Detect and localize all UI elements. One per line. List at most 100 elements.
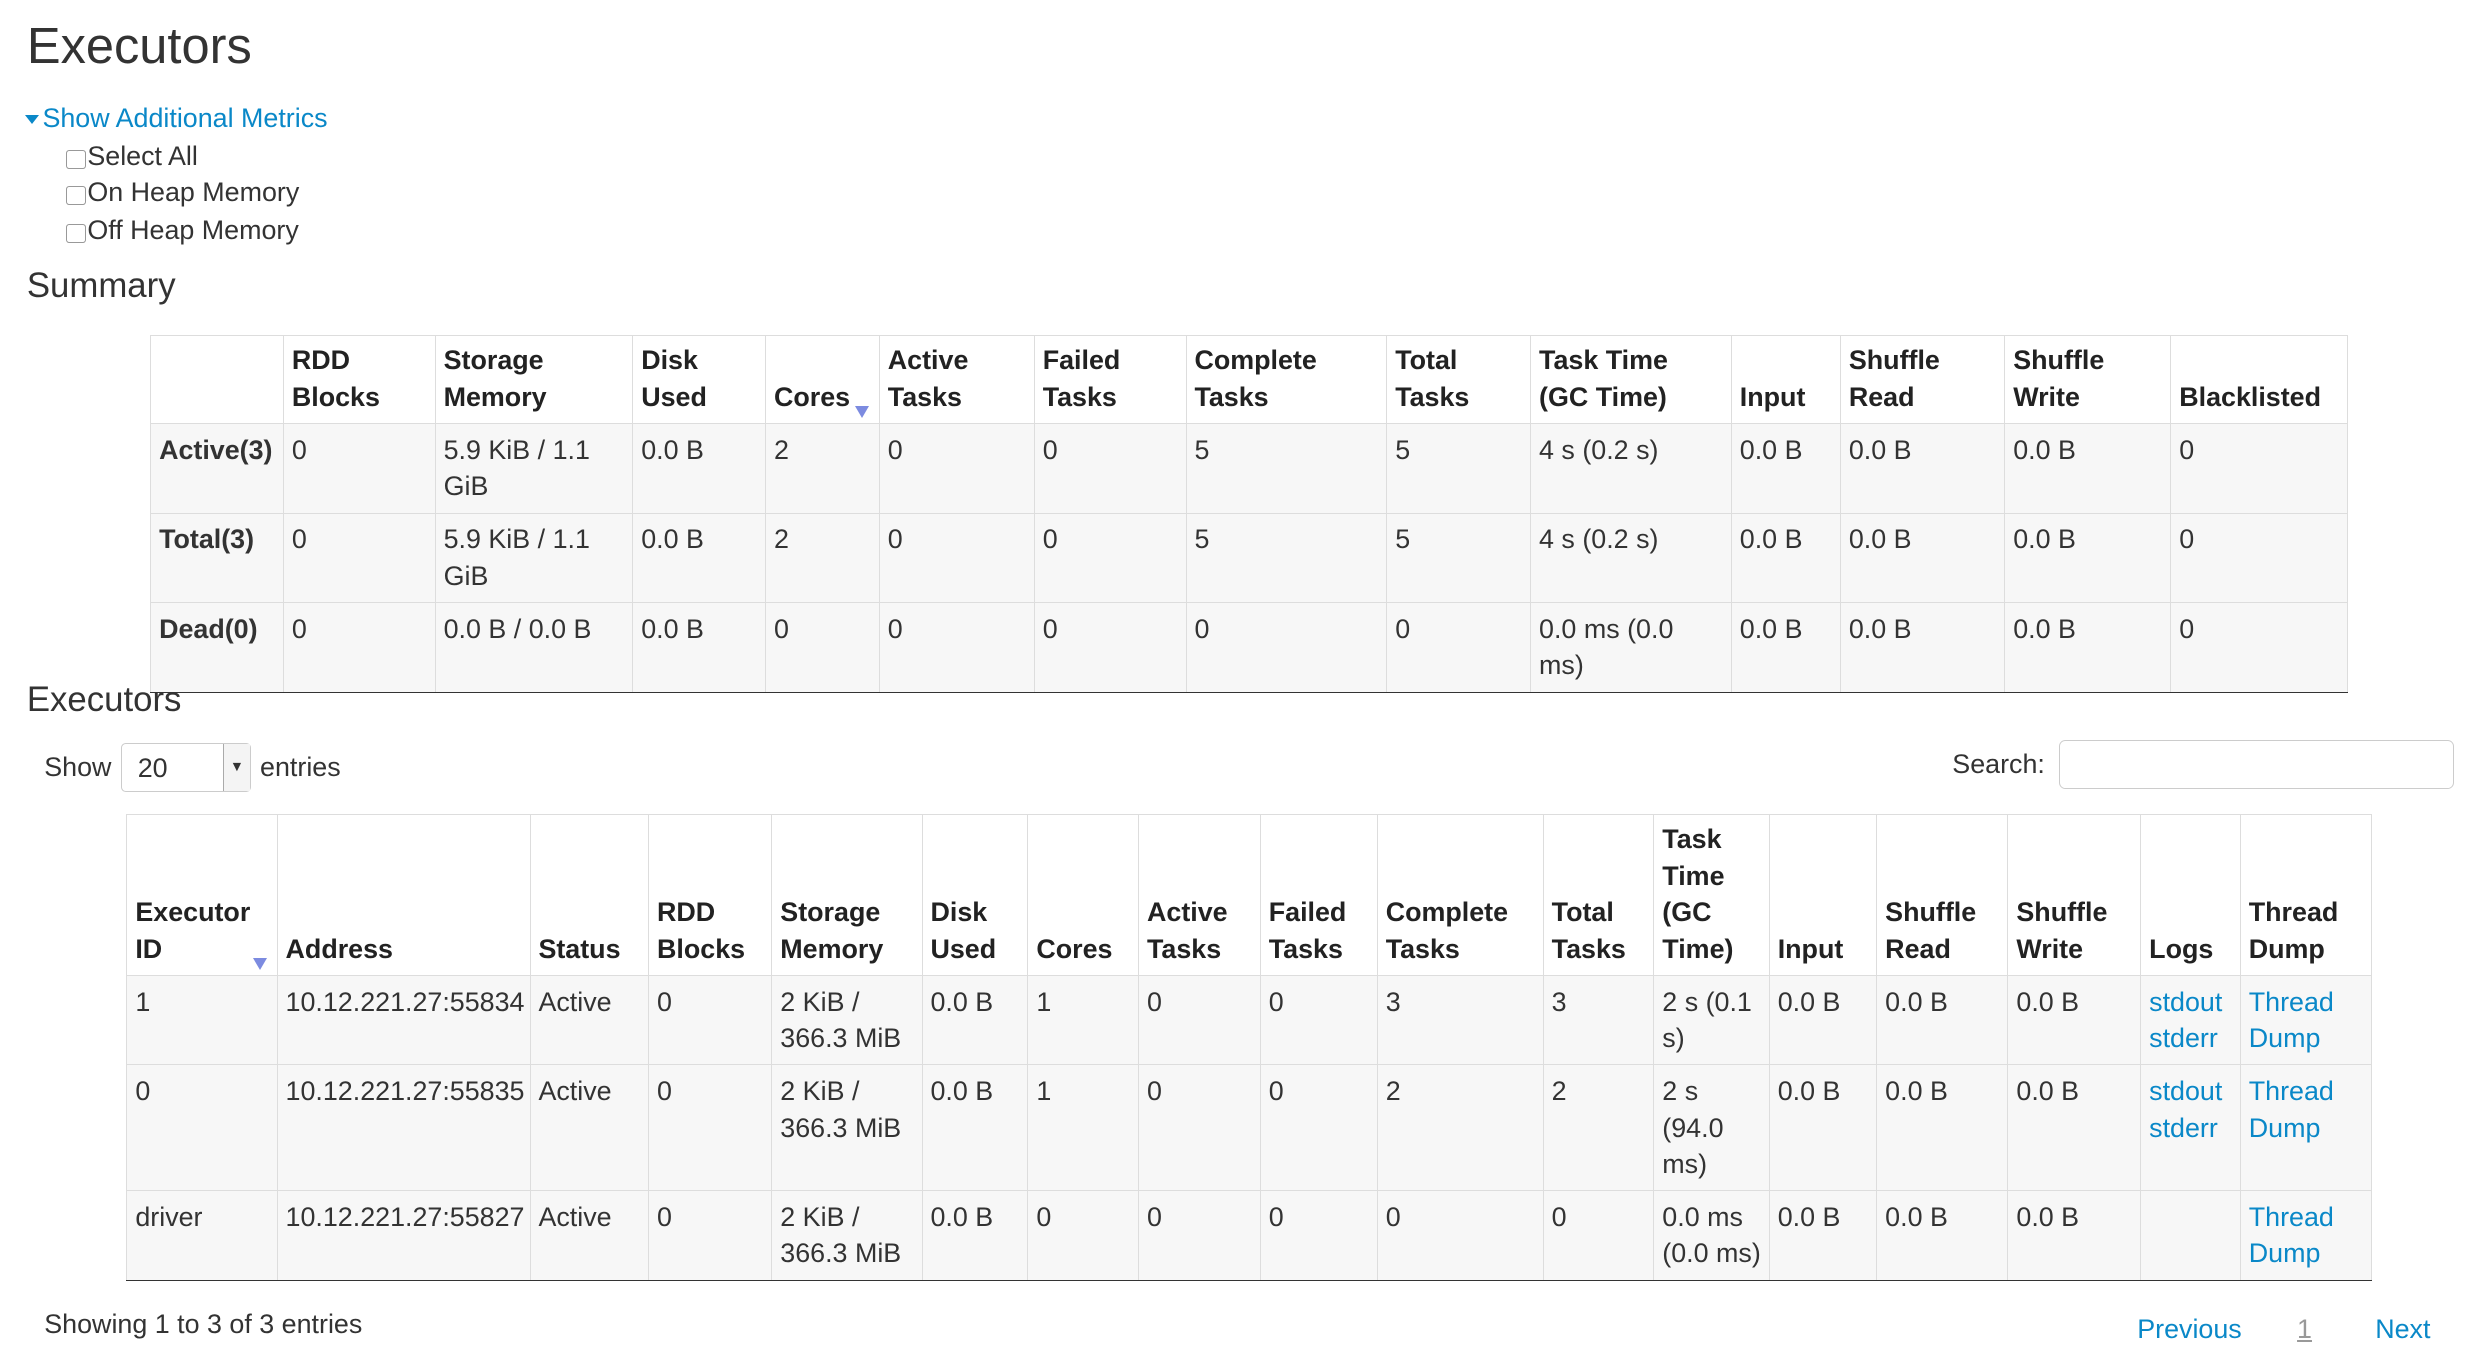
dropdown-arrow-icon[interactable]: ▼ [223, 743, 250, 791]
executor-cell: 0 [648, 1190, 773, 1281]
executor-cell: 0.0 B [1876, 1190, 2009, 1281]
executor-cell: 0 [1259, 974, 1378, 1066]
summary-header-cell[interactable]: Blacklisted [2170, 335, 2349, 425]
executor-cell: 2 KiB / 366.3 MiB [771, 1190, 923, 1281]
executors-header-cell[interactable]: Cores [1027, 814, 1140, 976]
summary-header-cell[interactable]: Total Tasks [1386, 335, 1532, 425]
checkbox-select-all[interactable]: Select All [66, 140, 198, 172]
executor-cell: 0.0 B [2007, 1064, 2142, 1192]
summary-cell: 2 [765, 423, 880, 514]
show-label: Show [44, 751, 112, 782]
executors-header-cell[interactable]: Input [1768, 814, 1878, 976]
sort-desc-icon[interactable] [855, 406, 870, 418]
summary-cell: 0 [1033, 423, 1187, 514]
executors-header-cell[interactable]: Complete Tasks [1376, 814, 1544, 976]
executor-cell: Active [529, 974, 650, 1066]
summary-header-cell[interactable]: Failed Tasks [1033, 335, 1187, 425]
next-button[interactable]: Next [2375, 1313, 2431, 1344]
page-size-select[interactable]: 20 ▼ [120, 742, 251, 792]
executor-cell: Thread Dump [2239, 1190, 2373, 1281]
summary-header-cell[interactable]: Active Tasks [878, 335, 1035, 425]
log-link-stdout[interactable]: stdout [2149, 986, 2223, 1017]
summary-header-cell[interactable]: RDD Blocks [282, 335, 436, 425]
executors-header-cell[interactable]: Status [529, 814, 650, 976]
thread-dump-link[interactable]: Thread Dump [2248, 1202, 2334, 1269]
summary-row-label: Dead(0) [150, 602, 284, 693]
summary-cell: 0.0 B / 0.0 B [434, 602, 634, 693]
page-length-control: Show 20 ▼ entries [44, 742, 341, 792]
show-additional-metrics-toggle[interactable]: Show Additional Metrics [25, 103, 328, 134]
log-link-stdout[interactable]: stdout [2149, 1076, 2223, 1107]
summary-header-cell[interactable]: Cores [765, 335, 880, 425]
executor-cell: 2 s (94.0 ms) [1653, 1064, 1770, 1192]
executor-row: driver 10.12.221.27:55827 Active 0 2 KiB / 3… [126, 1190, 2373, 1281]
summary-cell: 0 [1033, 512, 1187, 604]
executor-cell: 2 [1542, 1064, 1655, 1192]
summary-cell: 5 [1386, 423, 1532, 514]
summary-header-cell[interactable]: Shuffle Write [2004, 335, 2172, 425]
executor-cell: 3 [1376, 974, 1544, 1066]
executors-header-cell[interactable]: Shuffle Read [1876, 814, 2009, 976]
executor-cell: 0 [1027, 1190, 1140, 1281]
summary-header-cell[interactable]: Complete Tasks [1185, 335, 1388, 425]
executor-cell: Thread Dump [2239, 1064, 2373, 1192]
executor-cell: 0.0 B [1876, 1064, 2009, 1192]
summary-cell: 0 [1185, 602, 1388, 693]
executors-header-cell[interactable]: Total Tasks [1542, 814, 1655, 976]
executors-header-cell[interactable]: Executor ID [126, 814, 278, 976]
checkbox[interactable] [66, 186, 86, 206]
executors-header-cell[interactable]: Shuffle Write [2007, 814, 2142, 976]
executor-cell: 0 [1138, 1064, 1261, 1192]
summary-cell: 0.0 B [2004, 602, 2172, 693]
executor-cell: Active [529, 1190, 650, 1281]
summary-cell: 0 [878, 602, 1035, 693]
summary-header-cell[interactable]: Input [1730, 335, 1841, 425]
executors-header-cell[interactable]: RDD Blocks [648, 814, 773, 976]
executors-header-cell[interactable]: Logs [2140, 814, 2241, 976]
summary-cell: 0.0 B [1730, 512, 1841, 604]
summary-cell: 5.9 KiB / 1.1 GiB [434, 423, 634, 514]
summary-cell: 0 [878, 423, 1035, 514]
executors-header-cell[interactable]: Failed Tasks [1259, 814, 1378, 976]
executor-row: 0 10.12.221.27:55835 Active 0 2 KiB / 366.3 … [126, 1064, 2373, 1192]
checkbox-off-heap-memory[interactable]: Off Heap Memory [66, 215, 299, 246]
executors-header-cell[interactable]: Task Time (GC Time) [1653, 814, 1770, 976]
summary-header-cell[interactable]: Task Time (GC Time) [1530, 335, 1732, 425]
summary-cell: 5 [1386, 512, 1532, 604]
search-input[interactable] [2059, 739, 2455, 789]
caret-down-icon [25, 115, 40, 124]
checkbox-on-heap-memory[interactable]: On Heap Memory [66, 177, 299, 208]
executor-cell: driver [126, 1190, 278, 1281]
executor-row: 1 10.12.221.27:55834 Active 0 2 KiB / 366.3 … [126, 974, 2373, 1066]
checkbox-label: Select All [87, 140, 198, 171]
thread-dump-link[interactable]: Thread Dump [2248, 986, 2334, 1053]
executor-cell: 10.12.221.27:55834 [276, 974, 531, 1066]
summary-row-label: Total(3) [150, 512, 284, 604]
checkbox[interactable] [66, 149, 86, 170]
log-link-stderr[interactable]: stderr [2149, 1023, 2218, 1053]
summary-cell: 0.0 B [632, 602, 767, 693]
page-1-button[interactable]: 1 [2297, 1313, 2312, 1344]
checkbox[interactable] [66, 223, 86, 244]
summary-cell: 0 [1033, 602, 1187, 693]
executors-header-cell[interactable]: Disk Used [921, 814, 1029, 976]
executors-header-cell[interactable]: Thread Dump [2239, 814, 2373, 976]
thread-dump-link[interactable]: Thread Dump [2248, 1076, 2334, 1143]
executors-header-cell[interactable]: Storage Memory [771, 814, 923, 976]
summary-row: Dead(0) 0 0.0 B / 0.0 B 0.0 B 0 0 0 0 0 0.0 ms (0… [150, 602, 2349, 693]
executors-header-cell[interactable]: Address [276, 814, 531, 976]
summary-header-cell[interactable]: Shuffle Read [1839, 335, 2006, 425]
summary-header-cell[interactable]: Disk Used [632, 335, 767, 425]
executor-cell: 1 [126, 974, 278, 1066]
summary-header-cell[interactable] [150, 335, 284, 425]
previous-button[interactable]: Previous [2137, 1313, 2242, 1344]
executors-header-cell[interactable]: Active Tasks [1138, 814, 1261, 976]
sort-desc-icon[interactable] [253, 958, 268, 970]
summary-header-cell[interactable]: Storage Memory [434, 335, 634, 425]
executor-cell: 0.0 B [2007, 1190, 2142, 1281]
summary-cell: 0 [282, 602, 436, 693]
summary-cell: 0 [765, 602, 880, 693]
summary-cell: 0.0 B [1730, 602, 1841, 693]
log-link-stderr[interactable]: stderr [2149, 1112, 2218, 1143]
executor-cell: 0.0 B [921, 1064, 1029, 1192]
